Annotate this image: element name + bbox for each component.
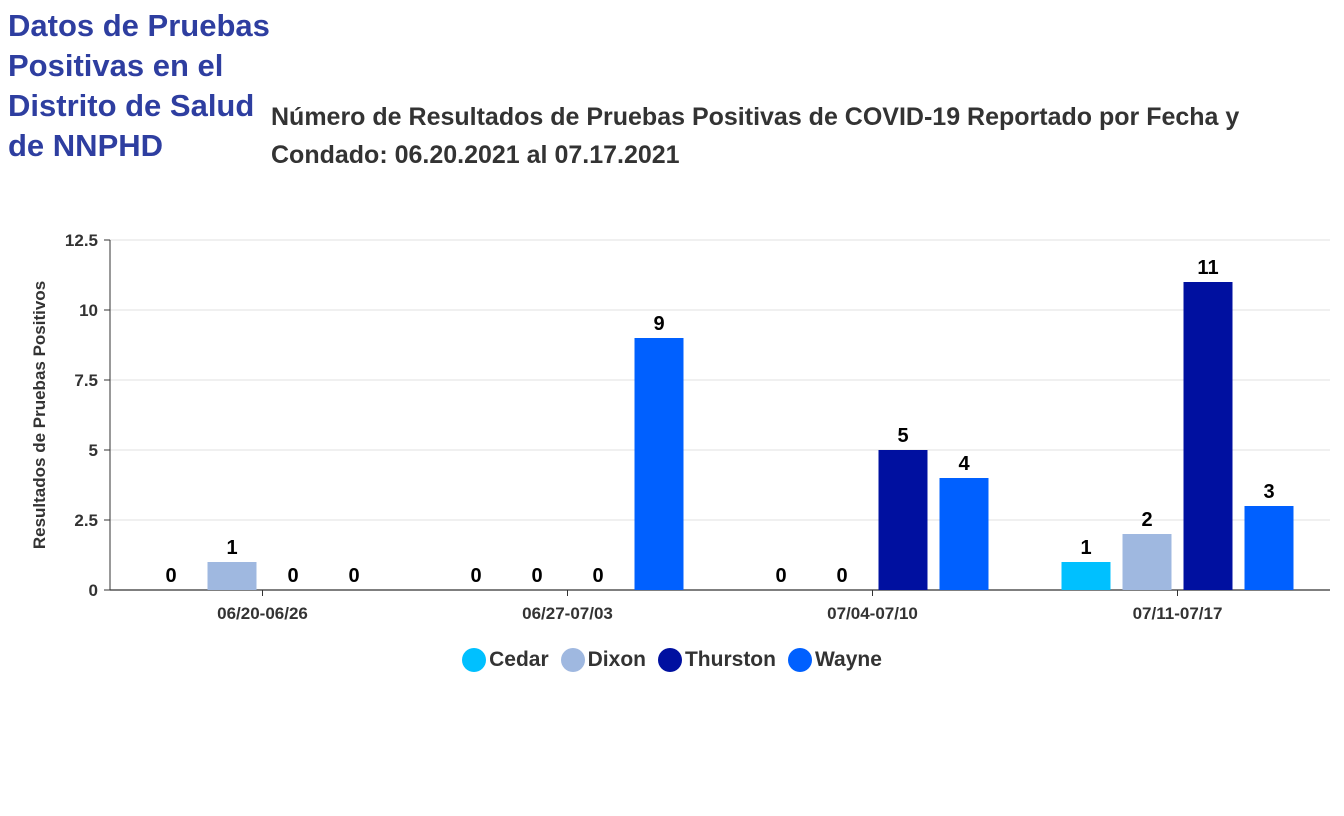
data-label: 0: [836, 565, 847, 587]
data-label: 11: [1197, 257, 1218, 279]
legend-item-dixon[interactable]: Dixon: [560, 648, 646, 672]
y-tick-label: 7.5: [74, 371, 98, 390]
data-label: 0: [287, 565, 298, 587]
data-label: 1: [1080, 537, 1091, 559]
bar-dixon: [207, 562, 257, 590]
data-label: 3: [1263, 481, 1274, 503]
data-label: 2: [1141, 509, 1152, 531]
data-label: 0: [348, 565, 359, 587]
data-label: 0: [531, 565, 542, 587]
data-label: 0: [775, 565, 786, 587]
chart-title: Número de Resultados de Pruebas Positiva…: [271, 103, 1240, 169]
y-tick-label: 10: [79, 301, 98, 320]
y-tick-label: 2.5: [74, 511, 98, 530]
y-axis-label: Resultados de Pruebas Positivos: [30, 281, 49, 549]
legend-item-wayne[interactable]: Wayne: [787, 648, 882, 672]
legend-swatch: [657, 648, 682, 672]
x-tick-label: 07/11-07/17: [1133, 604, 1223, 623]
bar-wayne: [634, 338, 684, 590]
x-tick-label: 07/04-07/10: [827, 604, 918, 623]
data-label: 1: [226, 537, 237, 559]
y-tick-label: 12.5: [65, 231, 98, 250]
data-label: 0: [470, 565, 481, 587]
legend-label: Wayne: [814, 648, 882, 671]
legend-item-cedar[interactable]: Cedar: [462, 648, 549, 672]
legend-label: Thurston: [684, 648, 776, 671]
legend-swatch: [560, 648, 585, 672]
legend-label: Dixon: [587, 648, 646, 671]
y-tick-label: 5: [89, 441, 98, 460]
bar-wayne: [1244, 506, 1294, 590]
bar-thurston: [1183, 282, 1233, 590]
x-tick-label: 06/20-06/26: [217, 604, 308, 623]
data-label: 5: [897, 425, 908, 447]
bar-thurston: [878, 450, 928, 590]
x-tick-label: 06/27-07/03: [522, 604, 613, 623]
legend: Cedar Dixon Thurston Wayne: [0, 648, 1344, 672]
legend-item-thurston[interactable]: Thurston: [657, 648, 776, 672]
legend-swatch: [787, 648, 812, 672]
bar-dixon: [1122, 534, 1172, 590]
legend-swatch: [462, 648, 487, 672]
y-tick-label: 0: [89, 581, 98, 600]
data-label: 4: [958, 453, 970, 475]
data-label: 0: [165, 565, 176, 587]
data-label: 0: [592, 565, 603, 587]
bar-cedar: [1061, 562, 1111, 590]
bar-wayne: [939, 478, 989, 590]
legend-label: Cedar: [489, 648, 549, 671]
side-title: Datos de Pruebas Positivas en el Distrit…: [8, 8, 270, 163]
data-label: 9: [653, 313, 664, 335]
